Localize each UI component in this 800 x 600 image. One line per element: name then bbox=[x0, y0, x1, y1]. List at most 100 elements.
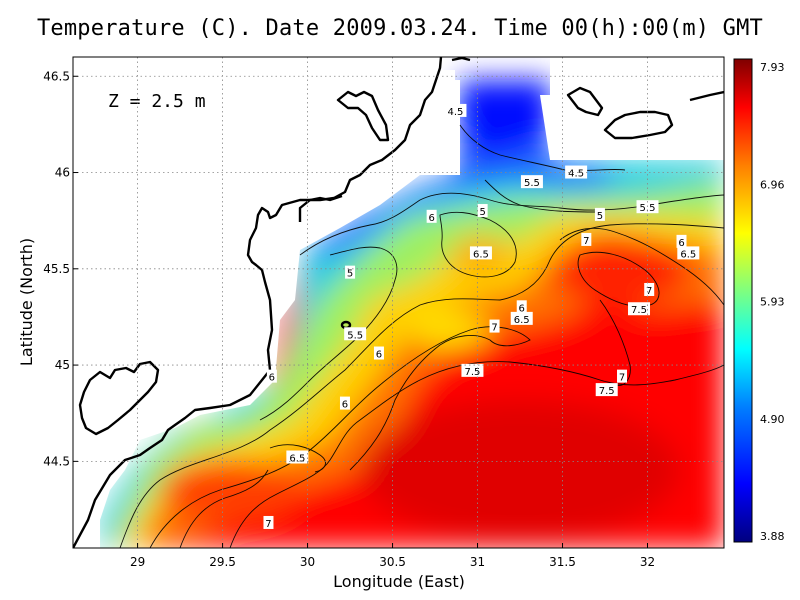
contour-label: 6 bbox=[373, 346, 384, 361]
contour-label-text: 6.5 bbox=[514, 315, 530, 326]
contour-label: 7 bbox=[263, 515, 274, 530]
y-axis: 46.5 46 45.5 45 44.5 bbox=[43, 69, 78, 468]
contour-label-text: 6 bbox=[519, 303, 525, 314]
contour-label-text: 4.5 bbox=[568, 169, 584, 180]
contour-label: 7.5 bbox=[595, 383, 618, 397]
x-tick-label: 31.5 bbox=[549, 555, 576, 569]
contour-label-box bbox=[373, 346, 384, 360]
contour-label: 5.5 bbox=[344, 327, 367, 341]
contour-label: 6.5 bbox=[510, 311, 533, 326]
contour-label-box bbox=[677, 246, 700, 260]
colorbar-bar bbox=[733, 58, 753, 543]
contour-label-box bbox=[565, 165, 588, 179]
contour-label-text: 6.5 bbox=[473, 249, 489, 260]
contour-label-text: 6 bbox=[428, 213, 434, 224]
contour-label-box bbox=[345, 265, 356, 279]
contour-label-text: 7 bbox=[646, 286, 652, 297]
colorbar-tick-label: 7.93 bbox=[760, 61, 785, 74]
contour-label-box bbox=[594, 207, 605, 221]
contour-label: 7.5 bbox=[461, 363, 484, 378]
contour-label-box bbox=[520, 175, 543, 189]
contour-label: 6.5 bbox=[677, 246, 700, 260]
contour-label-box bbox=[510, 311, 533, 325]
x-tick-label: 30.5 bbox=[379, 555, 406, 569]
land-mask-east bbox=[550, 57, 724, 160]
contour-label-text: 7.5 bbox=[599, 386, 615, 397]
contour-label-box bbox=[617, 369, 628, 383]
contour-label-box bbox=[628, 302, 651, 316]
contour-label-box bbox=[339, 396, 350, 410]
y-axis-label: Latitude (North) bbox=[17, 238, 36, 366]
colorbar: 7.93 6.96 5.93 4.90 3.88 bbox=[733, 58, 785, 543]
contour-label-text: 7 bbox=[265, 519, 271, 530]
contour-label: 6 bbox=[339, 396, 350, 411]
contour-label: 6 bbox=[266, 369, 277, 384]
contour-label: 4.5 bbox=[565, 165, 588, 180]
contour-label-text: 5.5 bbox=[524, 178, 540, 189]
x-tick-label: 31 bbox=[470, 555, 485, 569]
contour-label: 7 bbox=[617, 369, 628, 384]
x-tick-label: 29 bbox=[130, 555, 145, 569]
contour-label-box bbox=[344, 327, 367, 341]
y-tick-label: 44.5 bbox=[43, 454, 70, 468]
contour-label-box bbox=[581, 232, 592, 246]
contour-label: 5 bbox=[477, 204, 488, 218]
contour-label-box bbox=[595, 383, 618, 397]
contour-label-text: 7.5 bbox=[464, 367, 480, 378]
contour-label-box bbox=[676, 234, 687, 248]
x-axis-label: Longitude (East) bbox=[333, 572, 465, 591]
contour-label: 6.5 bbox=[286, 450, 309, 465]
contour-label-text: 5 bbox=[347, 269, 353, 280]
chart-title: Temperature (C). Date 2009.03.24. Time 0… bbox=[36, 16, 764, 41]
contour-label-text: 6 bbox=[678, 238, 684, 249]
contour-label-box bbox=[469, 246, 492, 260]
colorbar-tick-label: 3.88 bbox=[760, 530, 785, 543]
contour-label-text: 6.5 bbox=[289, 454, 305, 465]
contour-label: 6.5 bbox=[469, 246, 492, 260]
contour-label-text: 7 bbox=[491, 323, 497, 334]
contour-labels: 4.54.55.55 55.566.57 66.5577.566.575.567.5… bbox=[263, 103, 700, 530]
contour-label: 5.5 bbox=[520, 175, 543, 189]
x-tick-label: 29.5 bbox=[209, 555, 236, 569]
contour-label-text: 4.5 bbox=[447, 107, 463, 118]
contour-label-text: 5 bbox=[597, 211, 603, 222]
contour-label: 5 bbox=[345, 265, 356, 280]
contour-label-text: 5.5 bbox=[347, 330, 363, 341]
contour-label: 6 bbox=[426, 209, 437, 224]
contour-label-box bbox=[286, 450, 309, 464]
contour-label-text: 6 bbox=[376, 350, 382, 361]
contour-label-box bbox=[477, 204, 488, 218]
y-tick-label: 45.5 bbox=[43, 262, 70, 276]
depth-label: Z = 2.5 m bbox=[108, 91, 206, 112]
contour-label-box bbox=[444, 103, 467, 117]
contour-label-text: 7.5 bbox=[631, 305, 647, 316]
y-tick-label: 46 bbox=[55, 166, 70, 180]
contour-label: 5 bbox=[594, 207, 605, 222]
colorbar-tick-label: 5.93 bbox=[760, 296, 785, 309]
y-tick-label: 46.5 bbox=[43, 69, 70, 83]
contour-label-text: 6 bbox=[342, 400, 348, 411]
x-axis: 29 29.5 30 30.5 31 31.5 32 bbox=[130, 543, 655, 569]
contour-label: 7.5 bbox=[628, 302, 651, 316]
temperature-field: 4.54.55.55 55.566.57 66.5577.566.575.567.5… bbox=[73, 57, 724, 548]
contour-label-text: 7 bbox=[619, 373, 625, 384]
contour-label-text: 6.5 bbox=[680, 249, 696, 260]
contour-lines bbox=[119, 124, 724, 548]
contour-label-text: 5.5 bbox=[640, 203, 656, 214]
y-tick-label: 45 bbox=[55, 358, 70, 372]
colorbar-tick-label: 4.90 bbox=[760, 413, 785, 426]
contour-label-text: 6 bbox=[269, 373, 275, 384]
contour-label-box bbox=[266, 369, 277, 383]
x-tick-label: 32 bbox=[640, 555, 655, 569]
contour-label-text: 7 bbox=[583, 236, 589, 247]
contour-label-box bbox=[516, 300, 527, 314]
contour-label-box bbox=[644, 282, 655, 296]
contour-label: 7 bbox=[644, 282, 655, 297]
land-mask bbox=[73, 57, 460, 548]
contour-label: 7 bbox=[581, 232, 592, 247]
contour-label: 4.5 bbox=[444, 103, 467, 118]
x-tick-label: 30 bbox=[300, 555, 315, 569]
colorbar-ticks: 7.93 6.96 5.93 4.90 3.88 bbox=[760, 61, 785, 543]
contour-label-box bbox=[489, 319, 500, 333]
